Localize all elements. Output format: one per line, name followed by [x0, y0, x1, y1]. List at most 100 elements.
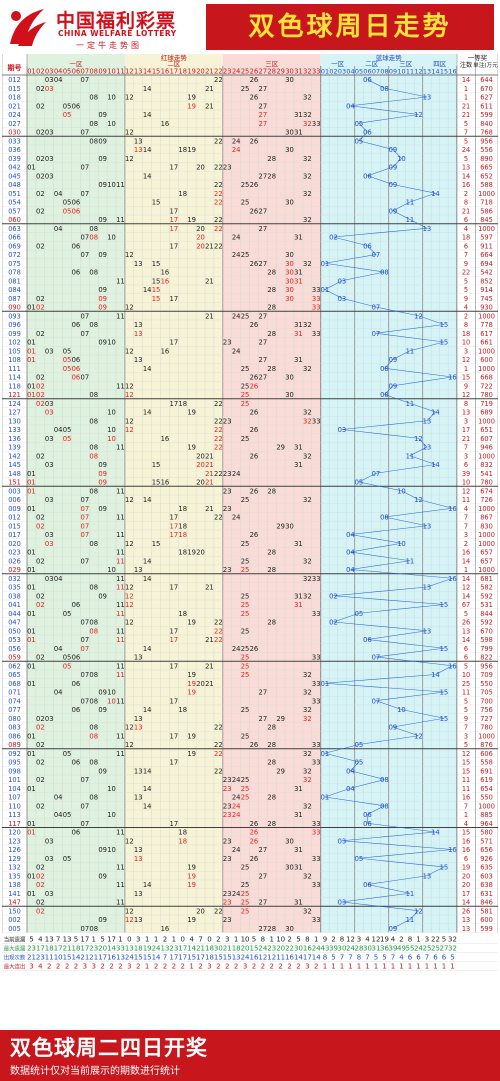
period-label: 104: [8, 785, 21, 793]
period-header: 期号: [8, 63, 22, 72]
stats-blue-value: 1: [382, 963, 386, 971]
red-ball-number: 25: [241, 899, 250, 907]
period-label: 027: [8, 120, 21, 128]
blue-ball-number: 08: [380, 514, 389, 522]
red-ball-number: 28: [267, 172, 276, 180]
stats-red-value: 5: [252, 936, 256, 944]
red-ball-number: 16: [161, 435, 170, 443]
period-label: 036: [8, 146, 21, 154]
prize-count-value: 19: [462, 864, 470, 872]
red-ball-number: 08: [89, 584, 98, 592]
red-ball-number: 21: [205, 505, 214, 513]
red-ball-number: 07: [81, 645, 90, 653]
stats-blue-value: 1: [450, 963, 454, 971]
red-number-header: 16: [161, 68, 169, 76]
red-ball-number: 11: [116, 864, 125, 872]
stats-blue-value: 4: [399, 954, 404, 962]
red-ball-number: 31: [294, 234, 303, 242]
red-ball-number: 22: [214, 627, 223, 635]
red-ball-number: 23: [223, 899, 232, 907]
blue-ball-number: 07: [372, 304, 381, 312]
red-ball-number: 28: [267, 759, 276, 767]
red-ball-number: 32: [303, 802, 312, 810]
stats-red-value: 2: [270, 963, 274, 971]
red-ball-number: 01: [27, 872, 36, 880]
stats-blue-value: 28: [354, 945, 363, 953]
red-ball-number: 08: [89, 540, 98, 548]
red-ball-number: 27: [259, 207, 268, 215]
blue-ball-number: 14: [431, 409, 440, 417]
red-ball-number: 21: [205, 584, 214, 592]
red-ball-number: 23: [223, 776, 232, 784]
red-ball-number: 22: [214, 636, 223, 644]
red-ball-number: 21: [205, 636, 214, 644]
stats-blue-value: 8: [323, 954, 327, 962]
red-ball-number: 17: [170, 522, 179, 530]
stats-red-value: 5: [29, 936, 33, 944]
red-ball-number: 33: [312, 120, 321, 128]
red-ball-number: 02: [36, 295, 45, 303]
red-ball-number: 19: [187, 872, 196, 880]
stats-red-value: 7: [56, 936, 60, 944]
prize-count-value: 26: [462, 907, 470, 915]
prize-count-value: 15: [462, 767, 470, 775]
prize-amount-value: 580: [480, 829, 493, 837]
prize-amount-value: 756: [480, 706, 493, 714]
red-ball-number: 13: [134, 330, 143, 338]
red-ball-number: 05: [63, 435, 72, 443]
red-ball-number: 21: [205, 102, 214, 110]
red-ball-number: 08: [89, 794, 98, 802]
red-ball-number: 07: [81, 636, 90, 644]
stats-red-value: 3: [207, 963, 211, 971]
blue-number-header: 09: [389, 68, 397, 76]
prize-amount-value: 541: [480, 470, 493, 478]
red-number-header: 31: [294, 68, 302, 76]
red-ball-number: 31: [294, 129, 303, 137]
red-number-header: 25: [241, 68, 249, 76]
period-label: 069: [8, 242, 21, 250]
red-ball-number: 05: [63, 855, 72, 863]
red-ball-number: 23: [223, 811, 232, 819]
prize-count-value: 25: [462, 680, 470, 688]
stats-blue-value: 1: [425, 963, 429, 971]
red-ball-number: 02: [36, 242, 45, 250]
stats-blue-value: 1: [416, 936, 420, 944]
red-ball-number: 33: [312, 680, 321, 688]
red-ball-number: 22: [214, 470, 223, 478]
prize-count-value: 14: [462, 592, 470, 600]
red-ball-number: 17: [170, 242, 179, 250]
red-ball-number: 17: [170, 759, 179, 767]
blue-ball-number: 13: [423, 584, 432, 592]
stats-red-value: 15: [223, 954, 232, 962]
red-number-header: 13: [134, 68, 142, 76]
prize-count-value: 14: [462, 636, 470, 644]
red-ball-number: 11: [116, 732, 125, 740]
prize-count-value: 18: [462, 330, 470, 338]
red-ball-number: 10: [107, 181, 116, 189]
stats-blue-value: 3: [357, 936, 361, 944]
red-ball-number: 01: [27, 304, 36, 312]
red-ball-number: 03: [45, 461, 54, 469]
prize-count-value: 1: [464, 566, 468, 574]
red-ball-number: 03: [45, 129, 54, 137]
blue-ball-number: 09: [389, 382, 398, 390]
stats-red-value: 11: [276, 954, 285, 962]
red-ball-number: 12: [125, 426, 134, 434]
red-number-header: 22: [214, 68, 222, 76]
prize-amount-value: 681: [480, 575, 493, 583]
prize-count-value: 12: [462, 750, 470, 758]
red-ball-number: 04: [54, 426, 63, 434]
prize-amount-value: 844: [480, 610, 493, 618]
period-label: 105: [8, 347, 21, 355]
red-number-header: 30: [285, 68, 293, 76]
red-ball-number: 14: [143, 172, 152, 180]
stats-red-value: 3: [225, 936, 229, 944]
red-ball-number: 03: [45, 172, 54, 180]
prize-amount-value: 885: [480, 811, 493, 819]
red-ball-number: 02: [36, 207, 45, 215]
blue-ball-number: 06: [363, 820, 372, 828]
stats-blue-value: 39: [329, 945, 338, 953]
prize-amount-value: 598: [480, 636, 493, 644]
red-ball-number: 07: [81, 190, 90, 198]
red-ball-number: 28: [267, 365, 276, 373]
